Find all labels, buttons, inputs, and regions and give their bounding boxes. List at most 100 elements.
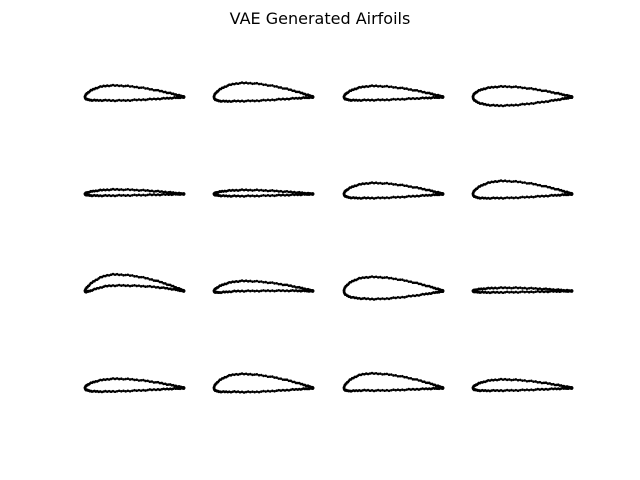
airfoil-point xyxy=(519,379,522,382)
airfoil-point xyxy=(253,373,256,376)
airfoil-point xyxy=(508,291,511,294)
airfoil-plot xyxy=(472,286,574,294)
airfoil-point xyxy=(392,296,395,299)
airfoil-point xyxy=(526,290,529,293)
airfoil-point xyxy=(131,284,134,287)
airfoil-point xyxy=(127,377,130,380)
airfoil-point xyxy=(392,388,395,391)
airfoil-point xyxy=(142,98,145,101)
airfoil-point xyxy=(183,386,186,389)
airfoil-point xyxy=(523,291,526,294)
airfoil-point xyxy=(253,100,256,103)
airfoil-point xyxy=(264,83,267,86)
airfoil-point xyxy=(258,189,261,192)
airfoil-point xyxy=(517,291,520,294)
airfoil-point xyxy=(258,374,261,377)
airfoil-point xyxy=(523,389,526,392)
airfoil-point xyxy=(124,390,127,393)
airfoil-point xyxy=(519,103,522,106)
airfoil-plot xyxy=(84,188,186,198)
airfoil-point xyxy=(131,99,134,102)
airfoil-point xyxy=(399,196,402,199)
airfoil-point xyxy=(264,374,267,377)
airfoil-point xyxy=(269,281,272,284)
airfoil-point xyxy=(390,277,393,280)
airfoil-point xyxy=(142,389,145,392)
airfoil-point xyxy=(312,95,315,98)
airfoil-point xyxy=(122,390,125,393)
airfoil-point xyxy=(401,98,404,101)
airfoil-point xyxy=(129,189,132,192)
airfoil-point xyxy=(571,95,574,98)
airfoil-point xyxy=(515,104,518,107)
airfoil-point xyxy=(526,287,529,290)
airfoil-point xyxy=(532,389,535,392)
airfoil-point xyxy=(390,85,393,88)
airfoil-point xyxy=(133,379,136,382)
airfoil-point xyxy=(135,378,138,381)
airfoil-point xyxy=(122,99,125,102)
airfoil-point xyxy=(267,390,270,393)
airfoil-point xyxy=(383,276,386,279)
airfoil-point xyxy=(138,98,141,101)
airfoil-point xyxy=(273,195,276,198)
airfoil-point xyxy=(508,389,511,392)
airfoil-point xyxy=(135,285,138,288)
airfoil-point xyxy=(512,287,515,290)
airfoil-point xyxy=(122,378,125,381)
airfoil-plot xyxy=(472,179,574,200)
airfoil-point xyxy=(390,182,393,185)
airfoil-point xyxy=(517,287,520,290)
airfoil-point xyxy=(140,389,143,392)
airfoil-point xyxy=(521,87,524,90)
airfoil-point xyxy=(508,197,511,200)
airfoil-point xyxy=(392,278,395,281)
airfoil-point xyxy=(442,386,445,389)
airfoil-point xyxy=(140,99,143,102)
airfoil-point xyxy=(512,389,515,392)
airfoil-point xyxy=(249,100,252,103)
airfoil-point xyxy=(253,195,256,198)
airfoil-point xyxy=(515,286,518,289)
airfoil-point xyxy=(258,195,261,198)
airfoil-point xyxy=(260,290,263,293)
airfoil-point xyxy=(264,290,267,293)
airfoil-point xyxy=(386,297,389,300)
airfoil-point xyxy=(386,196,389,199)
airfoil-point xyxy=(383,85,386,88)
airfoil-point xyxy=(120,99,123,102)
airfoil-point xyxy=(510,104,513,107)
airfoil-point xyxy=(312,386,315,389)
airfoil-point xyxy=(267,194,270,197)
airfoil-point xyxy=(517,86,520,89)
airfoil-point xyxy=(515,389,518,392)
airfoil-point xyxy=(523,196,526,199)
airfoil-point xyxy=(271,98,274,101)
airfoil-point xyxy=(381,196,384,199)
airfoil-point xyxy=(383,389,386,392)
airfoil-point xyxy=(519,291,522,294)
airfoil-point xyxy=(571,192,574,195)
airfoil-point xyxy=(381,85,384,88)
airfoil-point xyxy=(256,188,259,191)
airfoil-point xyxy=(249,290,252,293)
airfoil-point xyxy=(144,194,147,197)
airfoil-point xyxy=(510,287,513,290)
airfoil-point xyxy=(394,196,397,199)
airfoil-point xyxy=(138,379,141,382)
airfoil-point xyxy=(519,181,522,184)
airfoil-point xyxy=(512,104,515,107)
airfoil-point xyxy=(124,274,127,277)
airfoil-point xyxy=(388,277,391,280)
airfoil-plot xyxy=(472,85,574,107)
airfoil-point xyxy=(515,196,518,199)
airfoil-point xyxy=(521,181,524,184)
airfoil-point xyxy=(129,274,132,277)
airfoil-point xyxy=(140,189,143,192)
airfoil-point xyxy=(521,379,524,382)
airfoil-point xyxy=(528,103,531,106)
airfoil-point xyxy=(517,181,520,184)
airfoil-point xyxy=(183,95,186,98)
airfoil-plot xyxy=(343,181,445,200)
